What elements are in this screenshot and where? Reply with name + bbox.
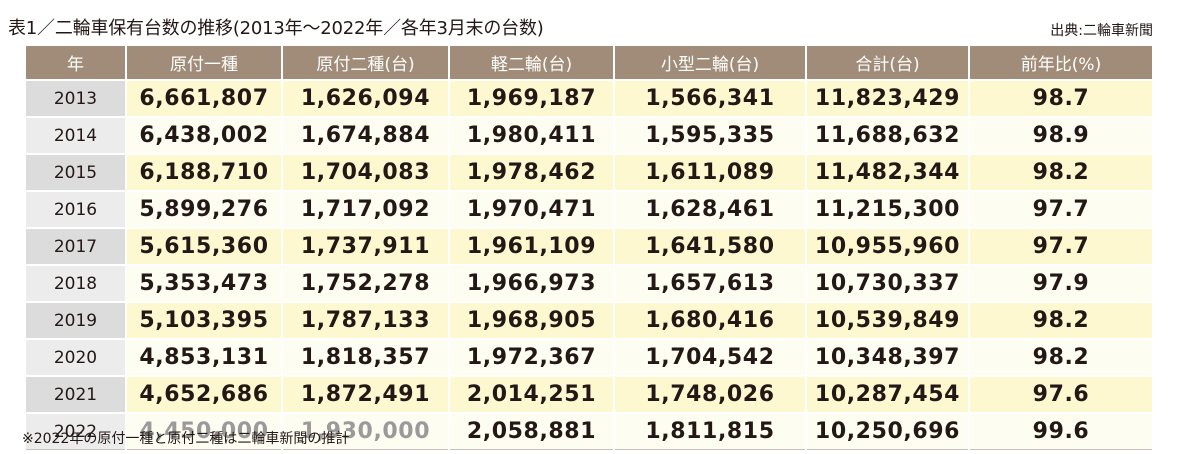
cell-kogata: 1,748,026 bbox=[613, 375, 806, 414]
cell-kei: 1,970,471 bbox=[448, 190, 614, 229]
table-row: 2020 4,853,131 1,818,357 1,972,367 1,704… bbox=[26, 338, 1152, 377]
header-year: 年 bbox=[26, 46, 126, 80]
cell-total: 11,688,632 bbox=[805, 116, 969, 155]
cell-total: 11,823,429 bbox=[805, 79, 969, 118]
ownership-table: 年 原付一種 原付二種(台) 軽二輪(台) 小型二輪(台) 合計(台) 前年比(… bbox=[26, 46, 1152, 450]
cell-total: 11,482,344 bbox=[805, 153, 969, 192]
cell-kogata: 1,680,416 bbox=[613, 301, 806, 340]
cell-total: 10,955,960 bbox=[805, 227, 969, 266]
cell-yoy: 98.9 bbox=[968, 116, 1152, 155]
cell-gentsuki2: 1,752,278 bbox=[281, 264, 449, 303]
cell-yoy: 97.7 bbox=[968, 227, 1152, 266]
header-row: 年 原付一種 原付二種(台) 軽二輪(台) 小型二輪(台) 合計(台) 前年比(… bbox=[26, 46, 1152, 80]
cell-total: 11,215,300 bbox=[805, 190, 969, 229]
header-gentsuki1: 原付一種 bbox=[125, 46, 282, 80]
cell-kogata: 1,628,461 bbox=[613, 190, 806, 229]
table-row: 2017 5,615,360 1,737,911 1,961,109 1,641… bbox=[26, 227, 1152, 266]
cell-gentsuki1: 4,652,686 bbox=[125, 375, 282, 414]
cell-year: 2021 bbox=[26, 375, 126, 414]
header-kogata: 小型二輪(台) bbox=[613, 46, 806, 80]
cell-total: 10,287,454 bbox=[805, 375, 969, 414]
cell-kei: 1,961,109 bbox=[448, 227, 614, 266]
cell-kei: 1,969,187 bbox=[448, 79, 614, 118]
cell-year: 2017 bbox=[26, 227, 126, 266]
table-row: 2022 4,450,000 1,930,000 2,058,881 1,811… bbox=[26, 412, 1152, 450]
cell-yoy: 98.2 bbox=[968, 301, 1152, 340]
cell-total: 10,348,397 bbox=[805, 338, 969, 377]
cell-year: 2016 bbox=[26, 190, 126, 229]
cell-gentsuki2: 1,737,911 bbox=[281, 227, 449, 266]
header-gentsuki2: 原付二種(台) bbox=[281, 46, 449, 80]
cell-yoy: 97.7 bbox=[968, 190, 1152, 229]
cell-gentsuki1: 5,353,473 bbox=[125, 264, 282, 303]
cell-gentsuki1-estimate: 4,450,000 bbox=[125, 412, 282, 450]
table-row: 2021 4,652,686 1,872,491 2,014,251 1,748… bbox=[26, 375, 1152, 414]
cell-total: 10,250,696 bbox=[805, 412, 969, 450]
cell-gentsuki2-estimate: 1,930,000 bbox=[281, 412, 449, 450]
cell-year: 2018 bbox=[26, 264, 126, 303]
cell-gentsuki1: 6,661,807 bbox=[125, 79, 282, 118]
cell-gentsuki2: 1,626,094 bbox=[281, 79, 449, 118]
cell-gentsuki2: 1,787,133 bbox=[281, 301, 449, 340]
cell-total: 10,730,337 bbox=[805, 264, 969, 303]
cell-year: 2014 bbox=[26, 116, 126, 155]
cell-kei: 2,058,881 bbox=[448, 412, 614, 450]
cell-kei: 1,968,905 bbox=[448, 301, 614, 340]
source-credit: 出典:二輪車新聞 bbox=[1050, 23, 1153, 39]
cell-yoy: 97.9 bbox=[968, 264, 1152, 303]
cell-kogata: 1,657,613 bbox=[613, 264, 806, 303]
cell-total: 10,539,849 bbox=[805, 301, 969, 340]
cell-gentsuki1: 5,103,395 bbox=[125, 301, 282, 340]
cell-gentsuki2: 1,704,083 bbox=[281, 153, 449, 192]
cell-kogata: 1,611,089 bbox=[613, 153, 806, 192]
cell-gentsuki1: 6,438,002 bbox=[125, 116, 282, 155]
footnote: ※2022年の原付一種と原付二種は二輪車新聞の推計 bbox=[22, 431, 350, 447]
cell-yoy: 98.2 bbox=[968, 338, 1152, 377]
cell-gentsuki2: 1,818,357 bbox=[281, 338, 449, 377]
cell-kogata: 1,811,815 bbox=[613, 412, 806, 450]
cell-year: 2022 bbox=[26, 412, 126, 450]
cell-yoy: 97.6 bbox=[968, 375, 1152, 414]
cell-gentsuki2: 1,717,092 bbox=[281, 190, 449, 229]
table-row: 2014 6,438,002 1,674,884 1,980,411 1,595… bbox=[26, 116, 1152, 155]
cell-gentsuki2: 1,872,491 bbox=[281, 375, 449, 414]
cell-gentsuki1: 6,188,710 bbox=[125, 153, 282, 192]
cell-year: 2020 bbox=[26, 338, 126, 377]
cell-yoy: 99.6 bbox=[968, 412, 1152, 450]
cell-kogata: 1,704,542 bbox=[613, 338, 806, 377]
cell-kogata: 1,595,335 bbox=[613, 116, 806, 155]
cell-year: 2019 bbox=[26, 301, 126, 340]
table-row: 2018 5,353,473 1,752,278 1,966,973 1,657… bbox=[26, 264, 1152, 303]
table-row: 2019 5,103,395 1,787,133 1,968,905 1,680… bbox=[26, 301, 1152, 340]
cell-gentsuki1: 5,899,276 bbox=[125, 190, 282, 229]
cell-gentsuki1: 4,853,131 bbox=[125, 338, 282, 377]
cell-yoy: 98.2 bbox=[968, 153, 1152, 192]
cell-kogata: 1,566,341 bbox=[613, 79, 806, 118]
cell-kei: 1,978,462 bbox=[448, 153, 614, 192]
cell-yoy: 98.7 bbox=[968, 79, 1152, 118]
cell-year: 2013 bbox=[26, 79, 126, 118]
cell-kei: 1,972,367 bbox=[448, 338, 614, 377]
header-yoy: 前年比(%) bbox=[968, 46, 1152, 80]
cell-kogata: 1,641,580 bbox=[613, 227, 806, 266]
header-kei: 軽二輪(台) bbox=[448, 46, 614, 80]
cell-kei: 1,966,973 bbox=[448, 264, 614, 303]
cell-kei: 2,014,251 bbox=[448, 375, 614, 414]
table-row: 2015 6,188,710 1,704,083 1,978,462 1,611… bbox=[26, 153, 1152, 192]
cell-gentsuki1: 5,615,360 bbox=[125, 227, 282, 266]
cell-kei: 1,980,411 bbox=[448, 116, 614, 155]
table-row: 2016 5,899,276 1,717,092 1,970,471 1,628… bbox=[26, 190, 1152, 229]
table-row: 2013 6,661,807 1,626,094 1,969,187 1,566… bbox=[26, 79, 1152, 118]
cell-gentsuki2: 1,674,884 bbox=[281, 116, 449, 155]
header-total: 合計(台) bbox=[805, 46, 969, 80]
table-title: 表1／二輪車保有台数の推移(2013年〜2022年／各年3月末の台数) bbox=[8, 18, 544, 39]
cell-year: 2015 bbox=[26, 153, 126, 192]
